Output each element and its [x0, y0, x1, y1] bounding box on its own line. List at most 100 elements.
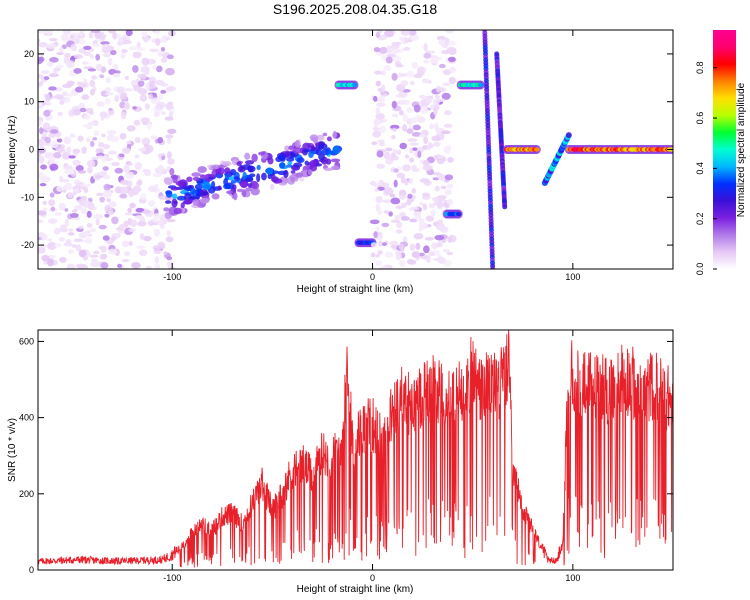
spectrogram-noise-blob	[49, 192, 55, 198]
spectrogram-noise-blob	[166, 218, 176, 223]
spectrogram-rising-band-blob	[304, 160, 309, 166]
spectrogram-rising-band-blob	[293, 162, 303, 168]
spectrogram-noise-blob	[379, 125, 387, 134]
spectrogram-noise-blob	[72, 159, 81, 166]
spectrogram-noise-blob	[126, 125, 136, 132]
spectrogram-noise-blob	[49, 141, 59, 149]
spectrogram-noise-blob	[436, 201, 444, 210]
spectrogram-noise-blob	[389, 193, 396, 198]
spectrogram-noise-blob	[423, 59, 430, 64]
spectrogram-tone-blob	[351, 82, 358, 88]
spectrogram-noise-blob	[424, 96, 433, 104]
spectrogram-noise-blob	[412, 147, 418, 151]
spectrogram-xtick-label: 100	[565, 272, 580, 282]
spectrogram-rising-band-blob	[165, 190, 173, 198]
spectrogram-noise-blob	[166, 54, 174, 60]
spectrogram-rising-band-blob	[326, 136, 332, 142]
spectrogram-noise-blob	[131, 262, 141, 269]
spectrogram-rising-band-blob	[223, 183, 232, 190]
spectrogram-noise-blob	[383, 187, 394, 195]
snr-series-line	[38, 330, 673, 568]
spectrogram-noise-blob	[446, 251, 454, 256]
spectrogram-noise-blob	[417, 150, 422, 159]
spectrogram-rising-band-blob	[288, 145, 295, 150]
spectrogram-noise-blob	[70, 89, 76, 95]
spectrogram-noise-blob	[56, 138, 63, 143]
spectrogram-noise-blob	[143, 68, 150, 76]
spectrogram-noise-blob	[154, 263, 161, 269]
spectrogram-noise-blob	[385, 147, 393, 152]
spectrogram-noise-blob	[397, 72, 403, 78]
spectrogram-noise-blob	[137, 221, 147, 227]
spectrogram-rising-band-blob	[309, 159, 317, 168]
spectrogram-noise-blob	[395, 94, 402, 98]
spectrogram-noise-blob	[90, 30, 101, 34]
spectrogram-noise-blob	[72, 209, 78, 213]
spectrogram-noise-blob	[374, 70, 382, 75]
spectrogram-noise-blob	[107, 211, 115, 215]
spectrogram-noise-blob	[409, 218, 418, 223]
spectrogram-noise-blob	[95, 53, 100, 61]
spectrogram-noise-blob	[371, 141, 377, 145]
spectrogram-noise-blob	[71, 244, 78, 248]
spectrogram-noise-blob	[100, 112, 105, 121]
spectrogram-noise-blob	[45, 93, 51, 102]
spectrogram-noise-blob	[422, 159, 430, 167]
spectrogram-rising-band-blob	[165, 200, 172, 204]
spectrogram-noise-blob	[140, 117, 150, 124]
spectrogram-noise-blob	[121, 147, 131, 154]
spectrogram-noise-blob	[109, 49, 117, 56]
spectrogram-rising-band-blob	[244, 160, 255, 165]
spectrogram-noise-blob	[58, 237, 65, 242]
spectrogram-rising-band-blob	[250, 187, 260, 196]
spectrogram-noise-blob	[95, 148, 101, 154]
spectrogram-noise-blob	[78, 249, 87, 258]
spectrogram-noise-blob	[62, 30, 71, 35]
spectrogram-noise-blob	[407, 138, 418, 142]
spectrogram-noise-blob	[382, 199, 393, 204]
spectrogram-noise-blob	[92, 137, 98, 141]
spectrogram-noise-blob	[141, 57, 150, 66]
spectrogram-noise-blob	[411, 187, 417, 194]
spectrogram-noise-blob	[378, 47, 389, 54]
spectrogram-noise-blob	[102, 143, 110, 150]
spectrogram-rising-band-blob	[247, 165, 256, 173]
spectrogram-noise-blob	[38, 56, 43, 65]
spectrogram-noise-blob	[394, 214, 401, 220]
spectrogram-heatmap	[38, 30, 673, 269]
spectrogram-noise-blob	[123, 88, 134, 92]
spectrogram-noise-blob	[400, 216, 410, 221]
spectrogram-noise-blob	[392, 148, 398, 155]
spectrogram-noise-blob	[149, 48, 159, 53]
spectrogram-noise-blob	[399, 142, 408, 150]
spectrogram-noise-blob	[120, 52, 126, 59]
spectrogram-noise-blob	[440, 185, 447, 190]
spectrogram-noise-blob	[122, 92, 127, 98]
spectrogram-noise-blob	[128, 228, 137, 232]
spectrogram-noise-blob	[397, 99, 407, 105]
spectrogram-xlabel: Height of straight line (km)	[297, 284, 414, 295]
spectrogram-noise-blob	[430, 209, 436, 216]
spectrogram-noise-blob	[403, 46, 411, 51]
spectrogram-noise-blob	[374, 188, 379, 193]
spectrogram-noise-blob	[448, 56, 456, 63]
spectrogram-noise-blob	[98, 224, 107, 230]
spectrogram-noise-blob	[66, 146, 72, 154]
spectrogram-noise-blob	[99, 74, 105, 79]
spectrogram-rising-band-blob	[290, 176, 295, 183]
spectrogram-noise-blob	[406, 107, 413, 113]
spectrogram-noise-blob	[439, 195, 447, 200]
colorbar-tick-label: 0.0	[695, 263, 705, 276]
spectrogram-noise-blob	[146, 122, 153, 130]
spectrogram-noise-blob	[372, 182, 379, 188]
spectrogram-noise-blob	[49, 156, 54, 164]
spectrogram-rising-band-blob	[315, 149, 322, 156]
colorbar-tick-label: 0.4	[695, 162, 705, 175]
spectrogram-rising-band-blob	[256, 173, 261, 183]
spectrogram-rising-band-blob	[267, 157, 274, 165]
spectrogram-noise-blob	[160, 46, 166, 52]
spectrogram-noise-blob	[80, 207, 88, 215]
spectrogram-noise-blob	[375, 226, 380, 232]
spectrogram-noise-blob	[104, 87, 111, 93]
